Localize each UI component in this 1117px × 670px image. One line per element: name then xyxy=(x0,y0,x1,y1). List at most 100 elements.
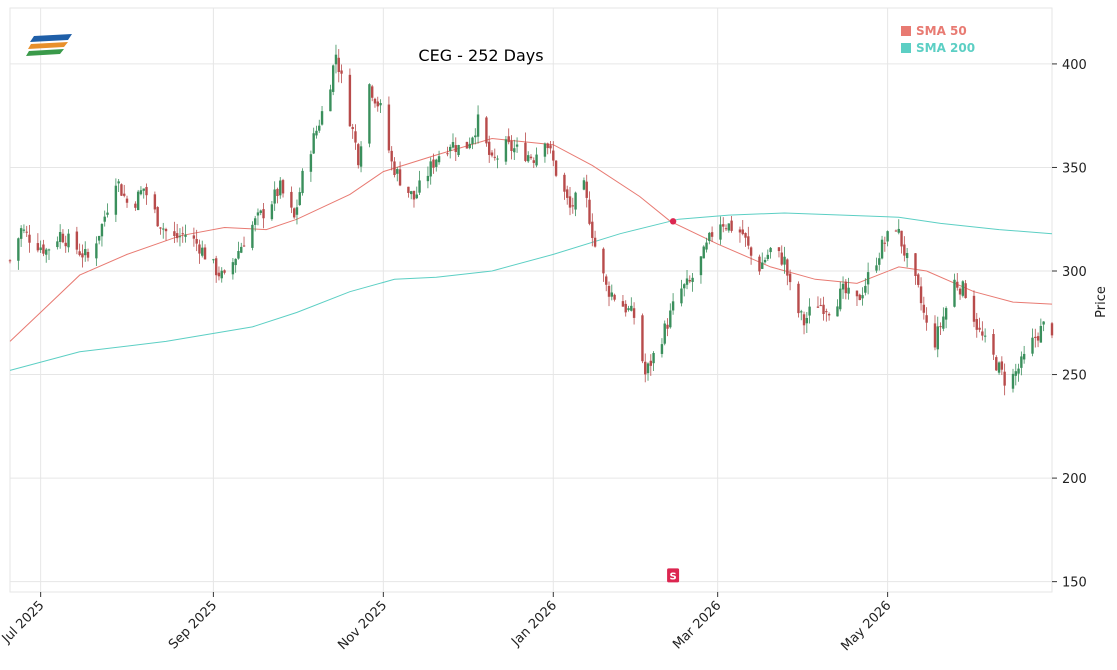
candle-body xyxy=(708,232,711,241)
candle-body xyxy=(691,277,694,282)
candle-body xyxy=(529,156,533,159)
candle xyxy=(451,133,455,149)
candle-body xyxy=(25,231,28,233)
candle xyxy=(727,223,731,233)
candle xyxy=(961,280,965,298)
candle xyxy=(64,235,67,253)
candle xyxy=(95,236,98,266)
candle-body xyxy=(276,188,279,197)
candle-body xyxy=(153,194,157,210)
candle xyxy=(429,157,432,185)
candle-body xyxy=(454,145,457,152)
candle-body xyxy=(429,161,432,177)
candle-body xyxy=(593,237,597,247)
candle-body xyxy=(370,86,374,98)
candle xyxy=(997,361,1001,375)
candle xyxy=(468,137,471,150)
candle xyxy=(738,226,742,243)
candle xyxy=(749,246,753,265)
candle xyxy=(270,200,274,221)
candle xyxy=(1050,322,1054,339)
candle xyxy=(574,191,577,217)
candle-body xyxy=(290,191,293,208)
grid xyxy=(10,8,1052,592)
candle xyxy=(942,307,945,332)
candle-body xyxy=(457,145,460,156)
candle-body xyxy=(234,258,237,266)
candle xyxy=(766,249,770,261)
candle xyxy=(554,160,558,178)
candle-body xyxy=(747,236,750,246)
y-tick-label: 250 xyxy=(1062,369,1087,384)
candle xyxy=(320,106,324,126)
candle xyxy=(454,137,457,161)
candle xyxy=(922,296,926,320)
candle xyxy=(763,257,767,264)
candle-body xyxy=(981,331,984,336)
candle-body xyxy=(164,229,168,232)
candle-body xyxy=(566,189,569,198)
candle-body xyxy=(997,362,1001,373)
candle-body xyxy=(582,180,586,190)
candle-body xyxy=(964,283,967,299)
candle xyxy=(47,248,51,261)
candle xyxy=(39,240,42,253)
candle xyxy=(666,318,669,337)
candle xyxy=(203,244,207,260)
candle xyxy=(546,142,549,155)
candle xyxy=(875,257,878,273)
candle xyxy=(644,353,647,383)
candle-body xyxy=(1031,337,1034,354)
candle xyxy=(370,84,374,102)
candle xyxy=(800,309,803,321)
candle-body xyxy=(702,246,705,259)
candle-body xyxy=(855,290,859,297)
candle xyxy=(315,125,318,139)
candle xyxy=(273,181,276,211)
candle-body xyxy=(292,208,296,218)
candle xyxy=(340,64,343,84)
candle-body xyxy=(839,288,842,310)
candle xyxy=(683,283,686,297)
candle xyxy=(894,229,898,232)
candle xyxy=(173,221,176,244)
candle xyxy=(331,64,335,96)
candle xyxy=(769,246,772,259)
candle-body xyxy=(563,174,566,192)
candle xyxy=(722,217,725,233)
candle xyxy=(8,259,12,264)
candle xyxy=(705,237,708,253)
candle-body xyxy=(298,192,301,206)
candle xyxy=(195,229,198,252)
candle-body xyxy=(251,224,254,248)
candle xyxy=(192,227,196,247)
candle-body xyxy=(451,142,455,148)
candle-body xyxy=(552,150,555,161)
candle-body xyxy=(621,301,625,307)
candle-body xyxy=(777,247,781,252)
candle xyxy=(220,267,223,283)
candle-body xyxy=(610,292,613,297)
candle xyxy=(75,226,79,255)
candle xyxy=(376,96,379,112)
candle xyxy=(880,235,884,260)
candle-body xyxy=(942,316,945,329)
candle xyxy=(490,150,494,158)
candle-body xyxy=(878,258,881,265)
candle-body xyxy=(134,203,137,208)
candle xyxy=(387,96,391,154)
candle xyxy=(1031,328,1034,357)
candle-body xyxy=(1014,371,1017,376)
candle xyxy=(529,154,533,160)
candle xyxy=(652,351,655,371)
candle-body xyxy=(1034,336,1037,339)
candle xyxy=(571,197,574,214)
candle xyxy=(58,224,62,249)
candle-body xyxy=(524,142,527,161)
candle xyxy=(610,284,613,301)
candle xyxy=(822,296,825,321)
candle xyxy=(685,269,689,290)
candle xyxy=(217,266,221,281)
candle-body xyxy=(106,212,109,215)
candle-body xyxy=(730,220,733,231)
